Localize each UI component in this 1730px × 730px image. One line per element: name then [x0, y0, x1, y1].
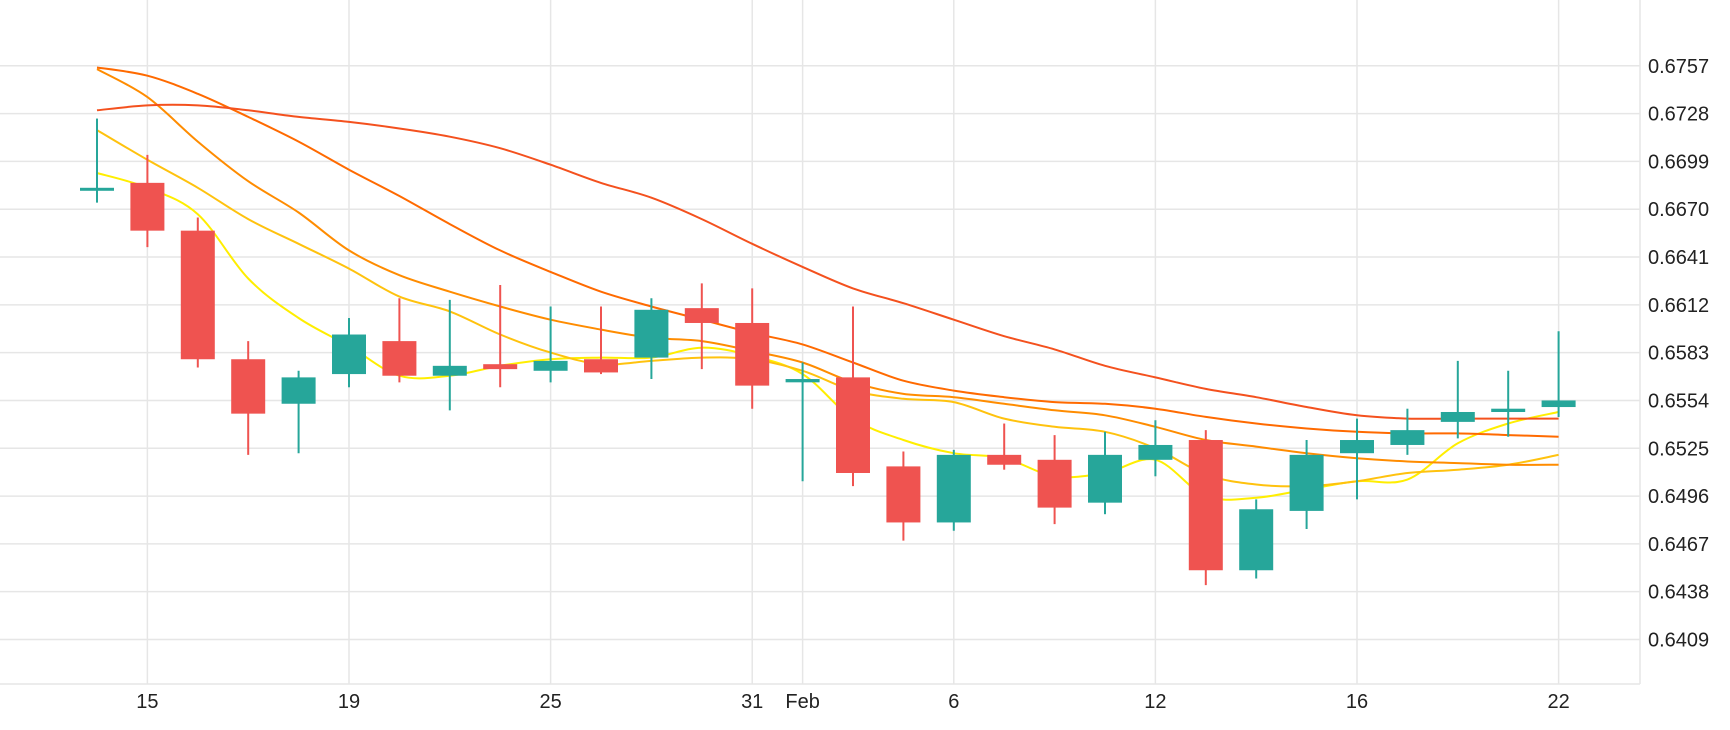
- candle-body: [836, 377, 870, 473]
- x-tick-label: 16: [1346, 691, 1368, 713]
- candle-body: [886, 466, 921, 523]
- moving-average-line: [96, 66, 1559, 438]
- candle: [836, 306, 870, 487]
- candle-body: [584, 359, 618, 373]
- y-tick-label: 0.6467: [1648, 534, 1709, 556]
- x-tick-label: 31: [741, 691, 763, 713]
- candle: [584, 306, 618, 375]
- candle: [987, 423, 1022, 470]
- candle-body: [332, 334, 366, 375]
- x-tick-label: 19: [338, 691, 360, 713]
- x-tick-label: 15: [136, 691, 158, 713]
- y-tick-label: 0.6525: [1648, 438, 1709, 460]
- candle: [533, 306, 568, 383]
- candle-body: [684, 308, 719, 323]
- y-tick-label: 0.6757: [1648, 56, 1709, 78]
- candle-body: [1340, 440, 1374, 454]
- candle-body: [432, 365, 467, 376]
- candle: [1340, 418, 1374, 500]
- candle-body: [1289, 454, 1324, 511]
- candle-body: [1088, 454, 1122, 503]
- candle-body: [785, 379, 820, 383]
- candle: [1390, 408, 1425, 455]
- candle-body: [1037, 459, 1072, 508]
- candle-body: [483, 364, 518, 370]
- y-tick-label: 0.6699: [1648, 151, 1709, 173]
- candle-body: [634, 309, 669, 358]
- candle-body: [130, 182, 165, 231]
- candle-body: [1491, 408, 1526, 412]
- moving-average-line: [96, 129, 1559, 488]
- candle-body: [1188, 440, 1223, 571]
- candle-body: [1541, 400, 1576, 408]
- candle: [1188, 430, 1223, 586]
- candle: [1491, 370, 1526, 437]
- candle-body: [1138, 444, 1173, 460]
- candle: [1138, 420, 1173, 477]
- moving-average-line: [96, 103, 1559, 420]
- candle: [886, 451, 921, 541]
- y-tick-label: 0.6612: [1648, 295, 1709, 317]
- y-tick-label: 0.6583: [1648, 343, 1709, 365]
- x-tick-label: 25: [539, 691, 561, 713]
- candle-body: [1390, 430, 1425, 445]
- candle: [684, 283, 719, 370]
- y-tick-label: 0.6438: [1648, 582, 1709, 604]
- y-tick-label: 0.6641: [1648, 247, 1709, 269]
- candle-body: [987, 454, 1022, 465]
- candle-body: [735, 322, 770, 386]
- candle: [432, 299, 467, 411]
- y-axis-tick-labels: 0.6757 0.6728 0.6699 0.6670 0.6641 0.6612 0.65…: [1648, 56, 1709, 652]
- candle: [735, 288, 770, 409]
- candle-body: [80, 187, 114, 191]
- candle: [1088, 431, 1122, 515]
- candle: [281, 370, 316, 454]
- candle: [1541, 331, 1576, 417]
- candle: [231, 341, 266, 455]
- candle: [1440, 360, 1475, 439]
- horizontal-gridlines: [0, 65, 1640, 641]
- candle-body: [1239, 509, 1274, 571]
- candle: [332, 318, 366, 388]
- candle: [785, 362, 820, 482]
- candle: [1289, 440, 1324, 530]
- x-tick-label: 22: [1547, 691, 1569, 713]
- y-tick-label: 0.6496: [1648, 486, 1709, 508]
- candle: [180, 217, 215, 368]
- candle: [1037, 435, 1072, 525]
- candle: [1239, 499, 1274, 579]
- moving-average-lines: [96, 66, 1559, 501]
- candle-body: [1440, 411, 1475, 422]
- candle-body: [936, 454, 971, 523]
- x-tick-label: 6: [948, 691, 959, 713]
- candle-body: [382, 341, 417, 376]
- candle: [382, 298, 417, 383]
- candle-body: [231, 359, 266, 414]
- y-tick-label: 0.6554: [1648, 390, 1709, 412]
- candle: [483, 285, 518, 388]
- candle: [80, 118, 114, 203]
- moving-average-line: [96, 172, 1559, 501]
- y-tick-label: 0.6670: [1648, 199, 1709, 221]
- y-tick-label: 0.6409: [1648, 629, 1709, 651]
- y-tick-label: 0.6728: [1648, 104, 1709, 126]
- x-tick-label: 12: [1144, 691, 1166, 713]
- x-tick-label: Feb: [785, 691, 819, 713]
- candle-body: [180, 230, 215, 360]
- candle: [634, 298, 669, 380]
- x-axis-tick-labels: 15 19 25 31 Feb 6 12 16 22: [136, 691, 1569, 713]
- candle: [130, 154, 165, 248]
- candle-body: [281, 377, 316, 404]
- candles: [80, 118, 1576, 586]
- candle: [936, 449, 971, 531]
- candle-body: [533, 360, 568, 371]
- moving-average-line: [96, 68, 1559, 466]
